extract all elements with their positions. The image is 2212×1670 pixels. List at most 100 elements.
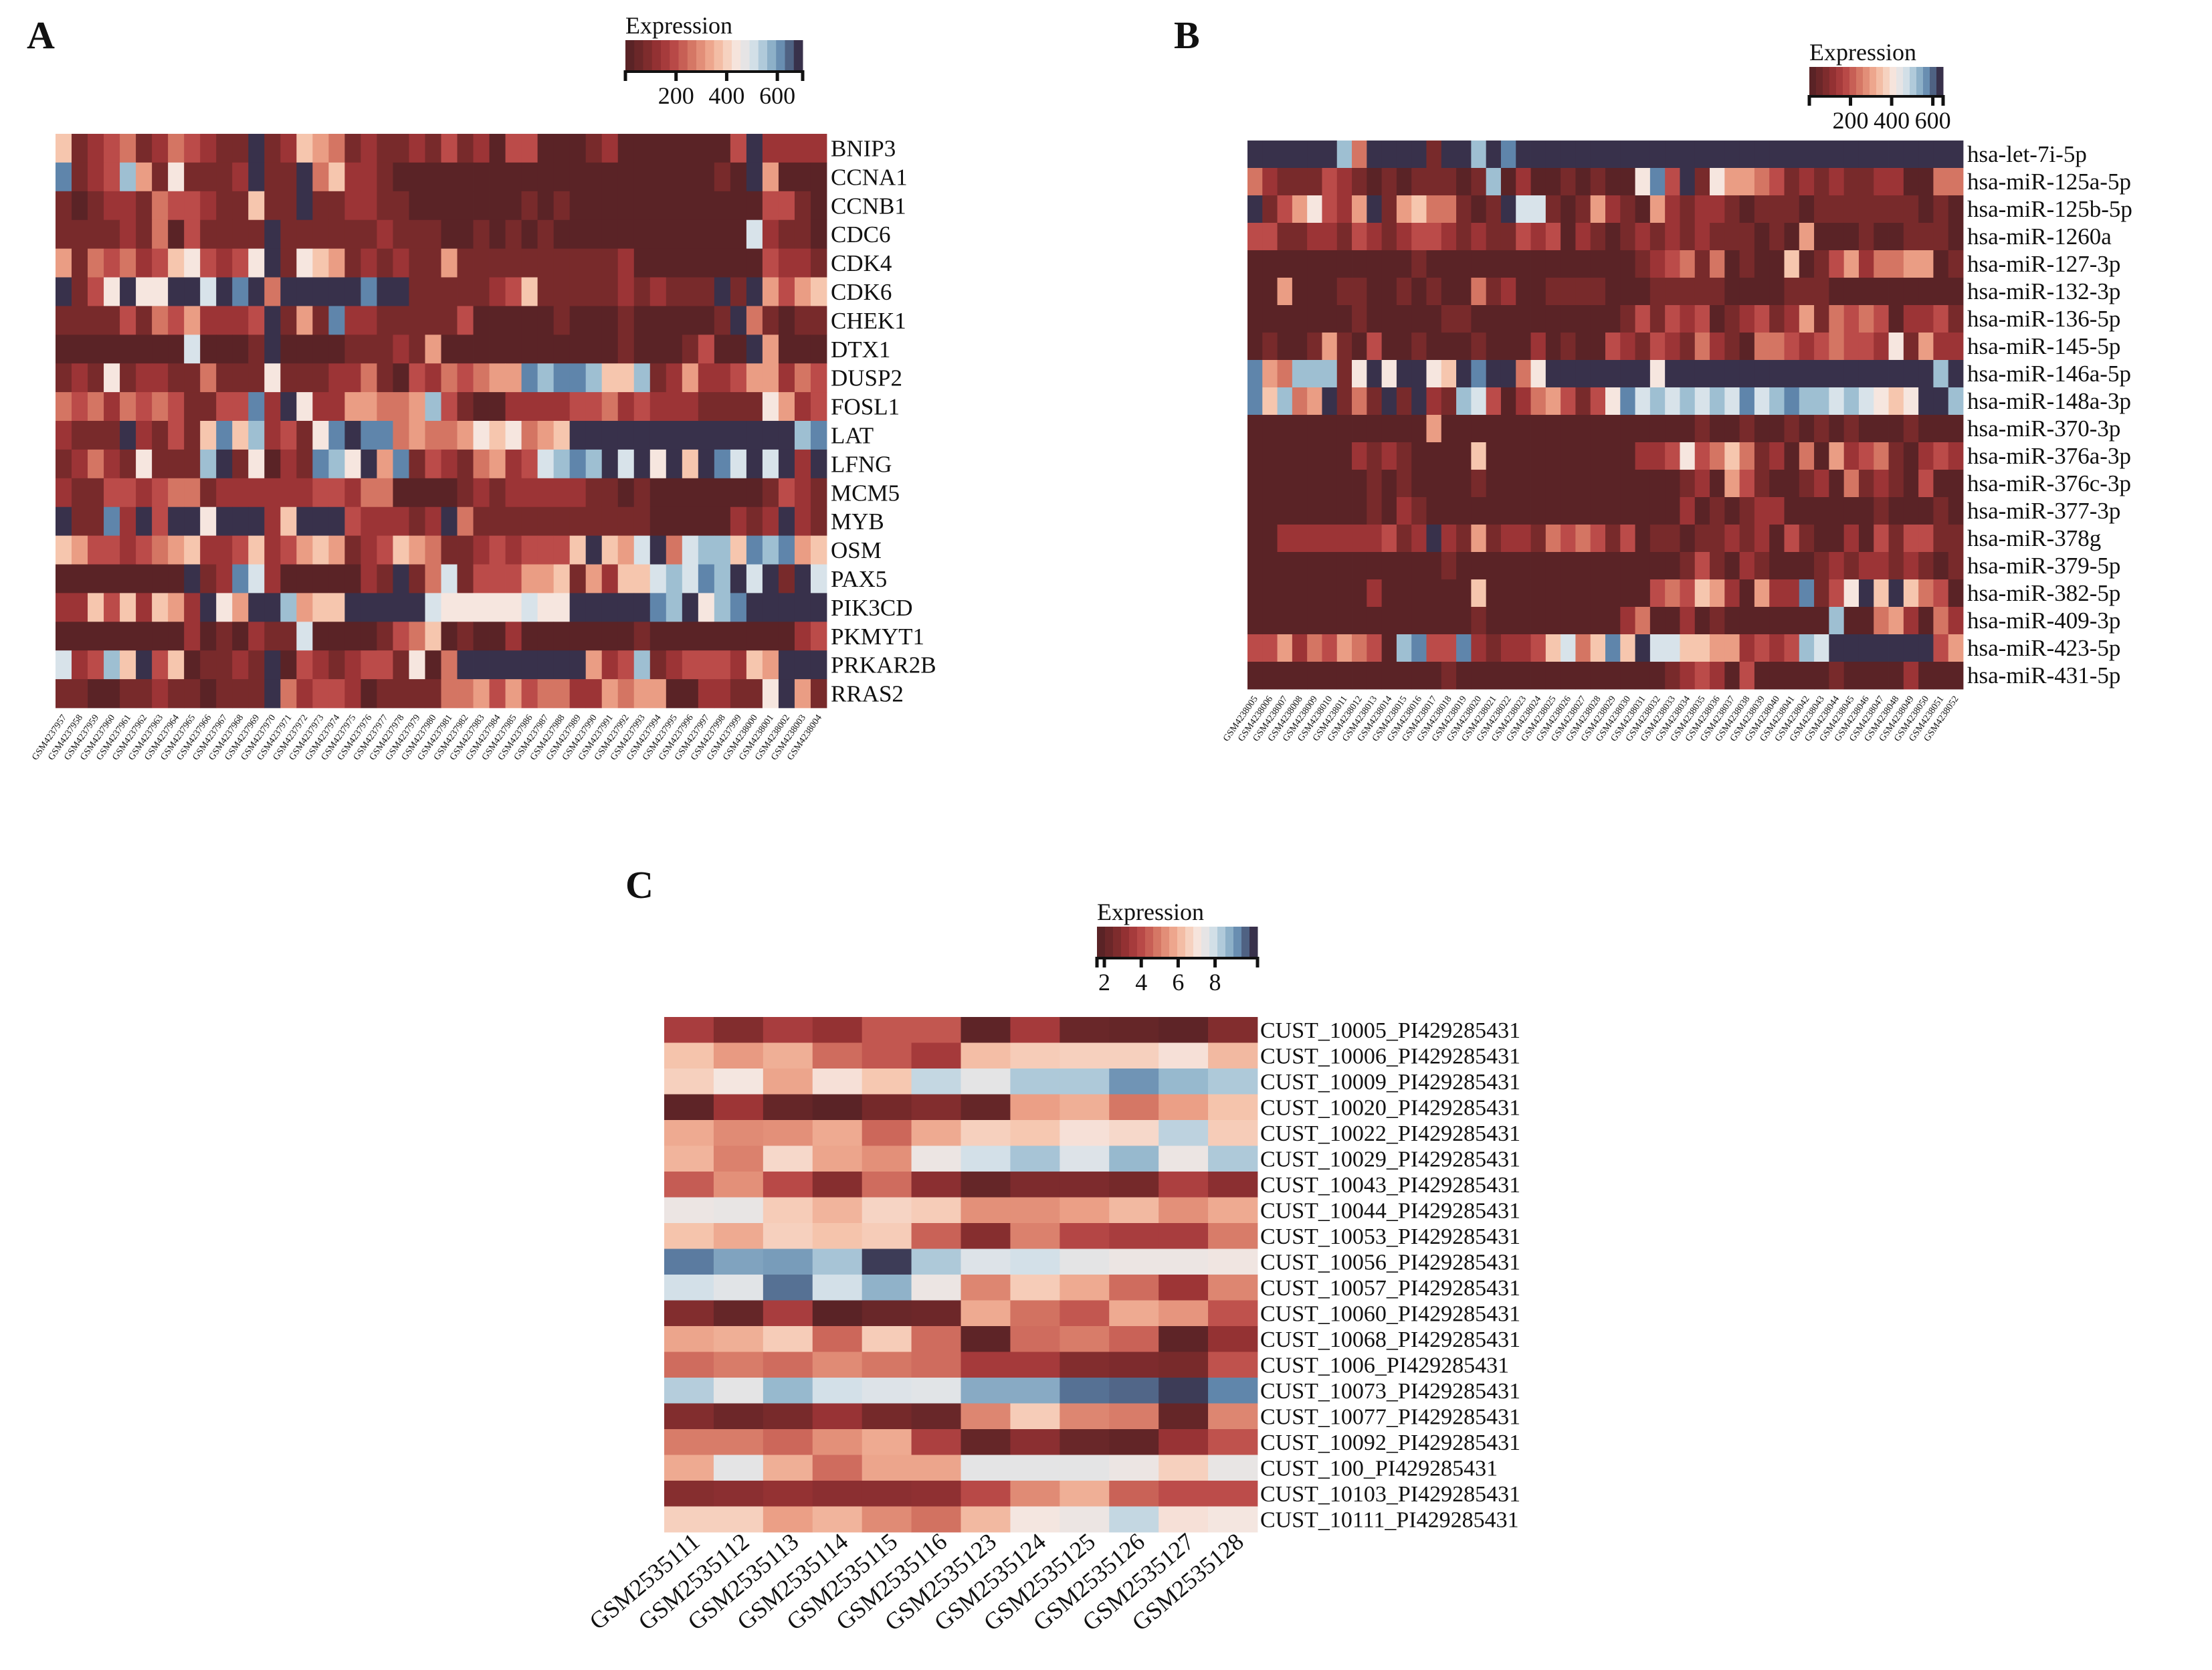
heatmap-cell (425, 191, 441, 221)
heatmap-cell (1769, 223, 1785, 251)
heatmap-cell (473, 248, 490, 278)
heatmap-cell (778, 593, 795, 622)
heatmap-cell (1471, 168, 1487, 196)
heatmap-cell (344, 363, 361, 393)
heatmap-cell (1441, 141, 1457, 169)
heatmap-cell (1441, 387, 1457, 415)
heatmap-cell (1208, 1042, 1258, 1069)
heatmap-cell (216, 191, 233, 221)
heatmap-cell (1530, 634, 1546, 662)
heatmap-cell (1159, 1017, 1209, 1043)
heatmap-cell (1694, 278, 1710, 306)
heatmap-cell (1396, 442, 1412, 470)
heatmap-cell (1769, 250, 1785, 278)
heatmap-cell (393, 191, 409, 221)
heatmap-cell (1649, 250, 1666, 278)
heatmap-cell (762, 564, 779, 593)
heatmap-cell (1352, 634, 1367, 662)
heatmap-cell (961, 1300, 1011, 1327)
heatmap-cell (1799, 223, 1815, 251)
heatmap-cell (1486, 662, 1502, 690)
heatmap-cell (1336, 360, 1352, 388)
heatmap-cell (1322, 141, 1338, 169)
heatmap-cell (1918, 442, 1934, 470)
heatmap-cell (1247, 305, 1263, 333)
heatmap-cell (473, 650, 490, 680)
heatmap-cell (1381, 278, 1397, 306)
heatmap-cell (778, 679, 795, 709)
heatmap-cell (1561, 442, 1576, 470)
heatmap-cell (1381, 333, 1397, 361)
heatmap-cell (1277, 305, 1293, 333)
heatmap-cell (232, 248, 249, 278)
heatmap-cell (56, 650, 72, 680)
heatmap-cell (1545, 552, 1561, 580)
heatmap-cell (136, 622, 153, 651)
heatmap-cell (168, 421, 185, 450)
heatmap-cell (296, 535, 313, 565)
heatmap-cell (280, 392, 297, 422)
heatmap-cell (1694, 223, 1710, 251)
heatmap-cell (1948, 250, 1964, 278)
heatmap-cell (1208, 1094, 1258, 1121)
heatmap-cell (264, 564, 281, 593)
heatmap-cell (1635, 552, 1651, 580)
heatmap-cell (1948, 278, 1964, 306)
heatmap-cell (1739, 634, 1755, 662)
heatmap-cell (1336, 662, 1352, 690)
heatmap-cell (1561, 168, 1576, 196)
heatmap-cell (457, 392, 474, 422)
heatmap-cell (328, 248, 345, 278)
heatmap-cell (264, 277, 281, 306)
heatmap-cell (1208, 1120, 1258, 1146)
heatmap-cell (1561, 552, 1576, 580)
heatmap-cell (1352, 333, 1367, 361)
heatmap-cell (1426, 607, 1442, 635)
heatmap-cell (1754, 415, 1770, 443)
heatmap-cell (862, 1042, 912, 1069)
heatmap-cell (377, 478, 393, 508)
heatmap-cell (1829, 470, 1845, 498)
heatmap-cell (88, 650, 104, 680)
heatmap-cell (1396, 333, 1412, 361)
heatmap-cell (1680, 141, 1696, 169)
heatmap-cell (232, 564, 249, 593)
heatmap-cell (633, 564, 651, 593)
heatmap-cell (312, 449, 329, 479)
heatmap-cell (1471, 223, 1487, 251)
heatmap-cell (1694, 141, 1710, 169)
heatmap-cell (762, 162, 779, 192)
heatmap-cell (1918, 634, 1934, 662)
heatmap-cell (1545, 168, 1561, 196)
heatmap-cell (1060, 1326, 1110, 1352)
heatmap-cell (1590, 634, 1606, 662)
heatmap-cell (911, 1017, 961, 1043)
heatmap-cell (1471, 333, 1487, 361)
heatmap-cell (794, 162, 811, 192)
heatmap-cell (1367, 415, 1383, 443)
heatmap-cell (1665, 525, 1680, 553)
heatmap-cell (1933, 525, 1949, 553)
heatmap-cell (328, 134, 345, 163)
heatmap-cell (1381, 579, 1397, 608)
heatmap-cell (1561, 470, 1576, 498)
heatmap-cell (1948, 387, 1964, 415)
heatmap-cell (1060, 1378, 1110, 1404)
heatmap-cell (911, 1120, 961, 1146)
heatmap-cell (682, 506, 699, 536)
legend-title: Expression (1809, 39, 1916, 66)
heatmap-cell (425, 134, 441, 163)
heatmap-cell (1010, 1300, 1060, 1327)
heatmap-cell (682, 277, 699, 306)
row-label: hsa-miR-431-5p (1967, 662, 2120, 688)
heatmap-cell (1784, 333, 1800, 361)
heatmap-cell (1545, 662, 1561, 690)
heatmap-cell (1903, 634, 1919, 662)
heatmap-cell (72, 335, 88, 364)
legend-tick-label: 600 (1915, 107, 1951, 134)
heatmap-cell (1769, 333, 1785, 361)
heatmap-cell (1545, 195, 1561, 223)
heatmap-cell (296, 306, 313, 335)
heatmap-cell (1545, 250, 1561, 278)
heatmap-cell (1903, 387, 1919, 415)
